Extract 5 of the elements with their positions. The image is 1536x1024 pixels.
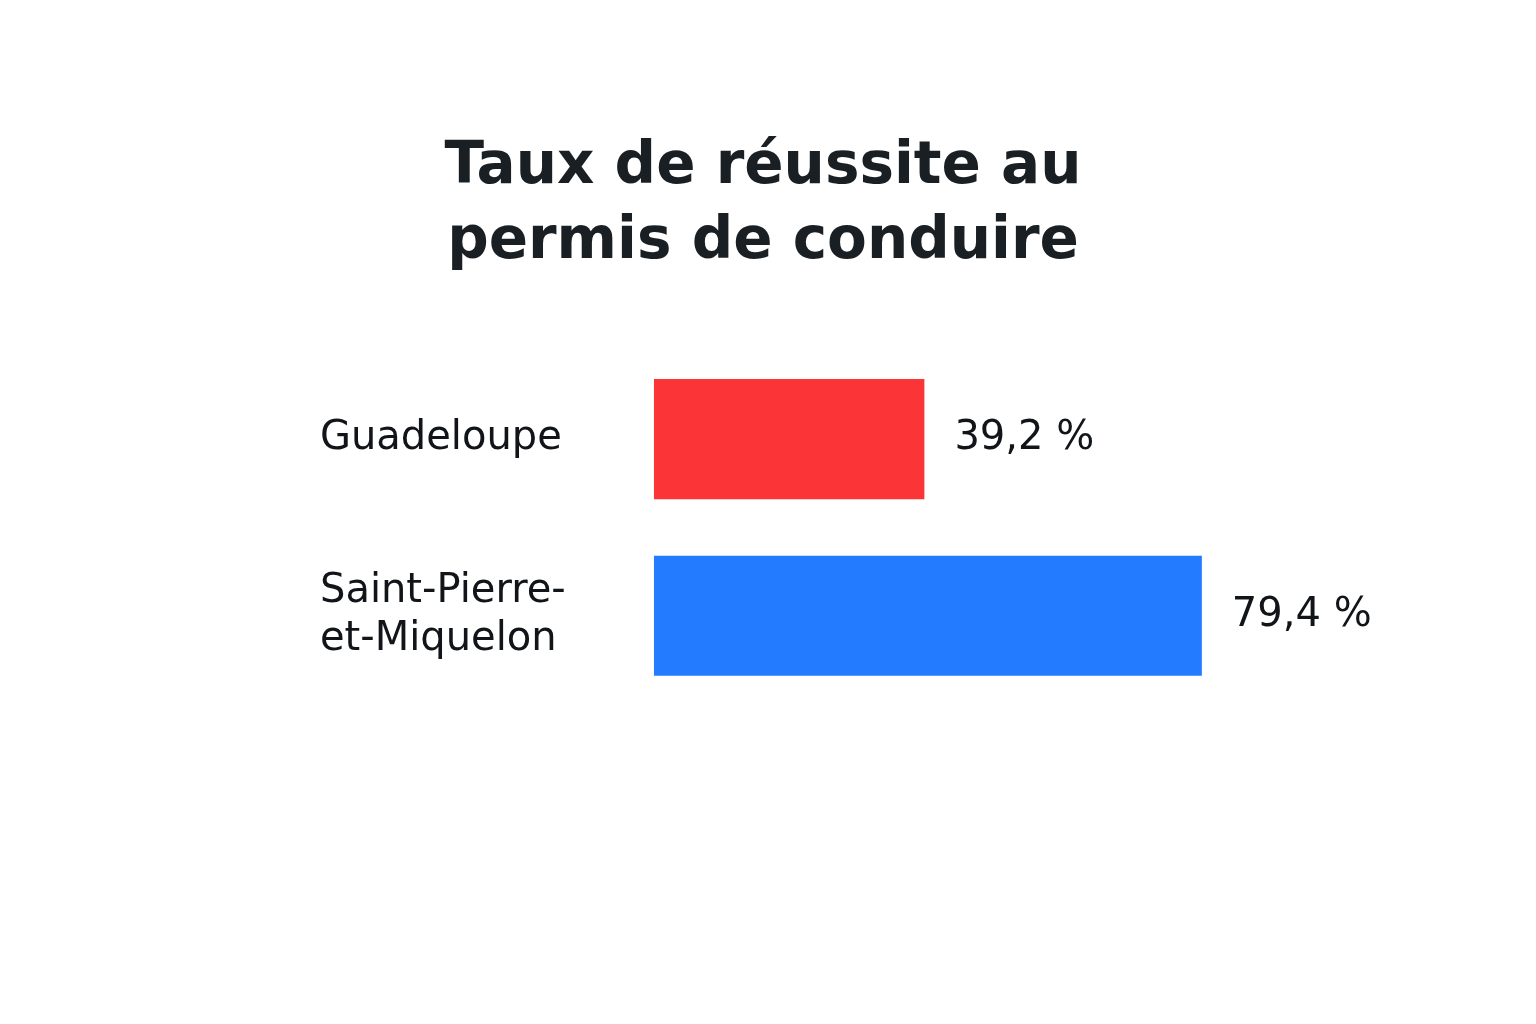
y-tick-label: Saint-Pierre-et-Miquelon [320,565,566,660]
chart-title: Taux de réussite au permis de conduire [444,128,1082,273]
data-label: 39,2 % [954,412,1095,459]
data-label: 79,4 % [1231,589,1372,636]
y-tick-label: Guadeloupe [320,412,562,459]
